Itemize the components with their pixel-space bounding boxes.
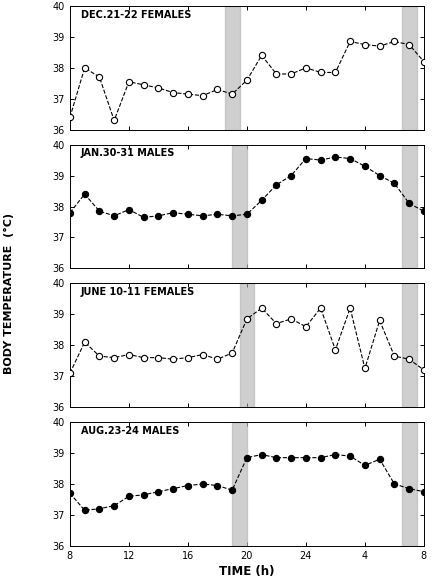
- Text: BODY TEMPERATURE  (°C): BODY TEMPERATURE (°C): [3, 213, 14, 374]
- X-axis label: TIME (h): TIME (h): [219, 565, 275, 578]
- Bar: [402, 144, 416, 268]
- Bar: [402, 422, 416, 546]
- Bar: [402, 284, 416, 407]
- Bar: [239, 284, 254, 407]
- Text: JUNE 10-11 FEMALES: JUNE 10-11 FEMALES: [80, 287, 195, 297]
- Text: AUG.23-24 MALES: AUG.23-24 MALES: [80, 426, 179, 436]
- Bar: [232, 144, 247, 268]
- Text: JAN.30-31 MALES: JAN.30-31 MALES: [80, 149, 175, 158]
- Bar: [402, 6, 416, 130]
- Text: DEC.21-22 FEMALES: DEC.21-22 FEMALES: [80, 9, 191, 19]
- Bar: [225, 6, 239, 130]
- Bar: [232, 422, 247, 546]
